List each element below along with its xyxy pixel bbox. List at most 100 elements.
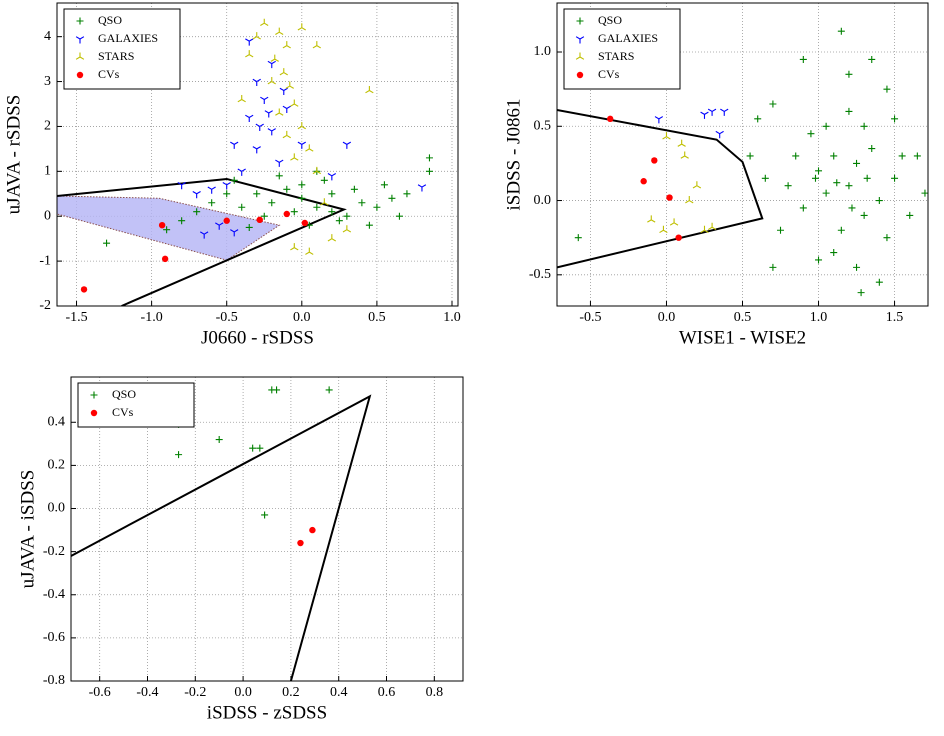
point bbox=[230, 176, 238, 184]
point bbox=[669, 218, 679, 226]
point bbox=[312, 41, 322, 49]
plot-area bbox=[557, 27, 928, 297]
axes-frame bbox=[556, 2, 929, 307]
point bbox=[921, 189, 928, 197]
point bbox=[913, 152, 921, 160]
legend-box bbox=[63, 8, 181, 90]
point bbox=[268, 199, 276, 207]
point bbox=[325, 386, 333, 394]
legend-label: STARS bbox=[598, 49, 634, 63]
point bbox=[297, 23, 306, 31]
x-tick-label: 0.5 bbox=[734, 310, 752, 325]
y-tick-label: -2 bbox=[39, 298, 51, 313]
y-tick-label: -0.8 bbox=[43, 673, 65, 688]
point bbox=[692, 181, 702, 189]
point bbox=[301, 219, 309, 227]
legend-marker bbox=[576, 17, 584, 25]
point bbox=[822, 189, 830, 197]
point bbox=[700, 111, 709, 119]
point bbox=[811, 174, 819, 182]
legend-marker bbox=[90, 391, 98, 399]
point bbox=[305, 144, 314, 152]
y-tick-label: -0.2 bbox=[43, 544, 65, 559]
point bbox=[769, 263, 777, 271]
x-tick-label: 0.5 bbox=[368, 310, 386, 325]
y-tick-label: 4 bbox=[44, 29, 51, 44]
point bbox=[290, 208, 298, 216]
point bbox=[178, 217, 186, 225]
point bbox=[403, 190, 411, 198]
legend-marker bbox=[576, 71, 584, 79]
point bbox=[680, 151, 689, 159]
point bbox=[815, 167, 823, 175]
point bbox=[260, 18, 269, 26]
point bbox=[860, 211, 868, 219]
point bbox=[215, 436, 223, 444]
point bbox=[298, 194, 306, 202]
point bbox=[222, 182, 231, 190]
y-axis-label: iSDSS - J0861 bbox=[503, 99, 524, 211]
legend-label: CVs bbox=[112, 405, 134, 419]
point bbox=[715, 130, 724, 139]
point bbox=[640, 178, 647, 185]
legend: QSO CVs bbox=[77, 382, 195, 428]
point bbox=[327, 234, 337, 242]
point bbox=[290, 243, 299, 251]
point bbox=[312, 166, 322, 175]
x-tick-label: 0.0 bbox=[658, 310, 676, 325]
point bbox=[906, 211, 914, 219]
legend-label: QSO bbox=[98, 13, 122, 27]
point bbox=[342, 225, 352, 233]
point bbox=[161, 255, 169, 263]
legend: QSO GALAXIES STARS CVs bbox=[63, 8, 181, 90]
point bbox=[275, 27, 284, 35]
point bbox=[267, 60, 276, 69]
point bbox=[574, 234, 582, 242]
point bbox=[799, 204, 807, 212]
point bbox=[80, 286, 88, 293]
point bbox=[784, 182, 792, 190]
legend-label: CVs bbox=[598, 67, 620, 81]
point bbox=[853, 263, 861, 271]
point bbox=[677, 139, 686, 147]
point bbox=[425, 154, 433, 162]
point bbox=[230, 229, 239, 237]
point bbox=[177, 182, 186, 190]
point bbox=[868, 145, 876, 153]
point bbox=[298, 181, 306, 189]
point bbox=[799, 55, 807, 63]
point bbox=[365, 221, 373, 229]
point bbox=[200, 231, 209, 239]
x-tick-label: 1.0 bbox=[443, 310, 461, 325]
y-axis-label: uJAVA - iSDSS bbox=[17, 470, 38, 589]
point bbox=[335, 217, 343, 225]
x-axis-label: WISE1 - WISE2 bbox=[679, 327, 806, 348]
point bbox=[252, 146, 261, 154]
point bbox=[868, 55, 876, 63]
point bbox=[297, 121, 306, 130]
point bbox=[313, 203, 321, 211]
point bbox=[891, 174, 899, 182]
point bbox=[103, 239, 111, 247]
point bbox=[290, 99, 299, 107]
point bbox=[260, 212, 268, 220]
selection-line bbox=[57, 177, 347, 306]
point bbox=[837, 226, 845, 234]
x-tick-label: -0.2 bbox=[184, 685, 206, 700]
point bbox=[425, 167, 433, 175]
point bbox=[207, 186, 216, 194]
point bbox=[754, 115, 762, 123]
point bbox=[230, 141, 239, 149]
y-tick-label: 2 bbox=[44, 119, 51, 134]
point bbox=[860, 122, 868, 130]
point bbox=[707, 108, 717, 116]
x-tick-label: -0.5 bbox=[216, 310, 238, 325]
subplot: -1.5 -1.0 -0.5 0.0 0.5 1.0 -2 -1 0 1 2 3 4 J0660 - rS… bbox=[3, 2, 461, 348]
point bbox=[327, 173, 337, 181]
selection-line bbox=[71, 394, 372, 681]
point bbox=[898, 152, 906, 160]
point bbox=[769, 100, 777, 108]
legend-label: CVs bbox=[98, 67, 120, 81]
x-axis-label: iSDSS - zSDSS bbox=[207, 702, 327, 723]
